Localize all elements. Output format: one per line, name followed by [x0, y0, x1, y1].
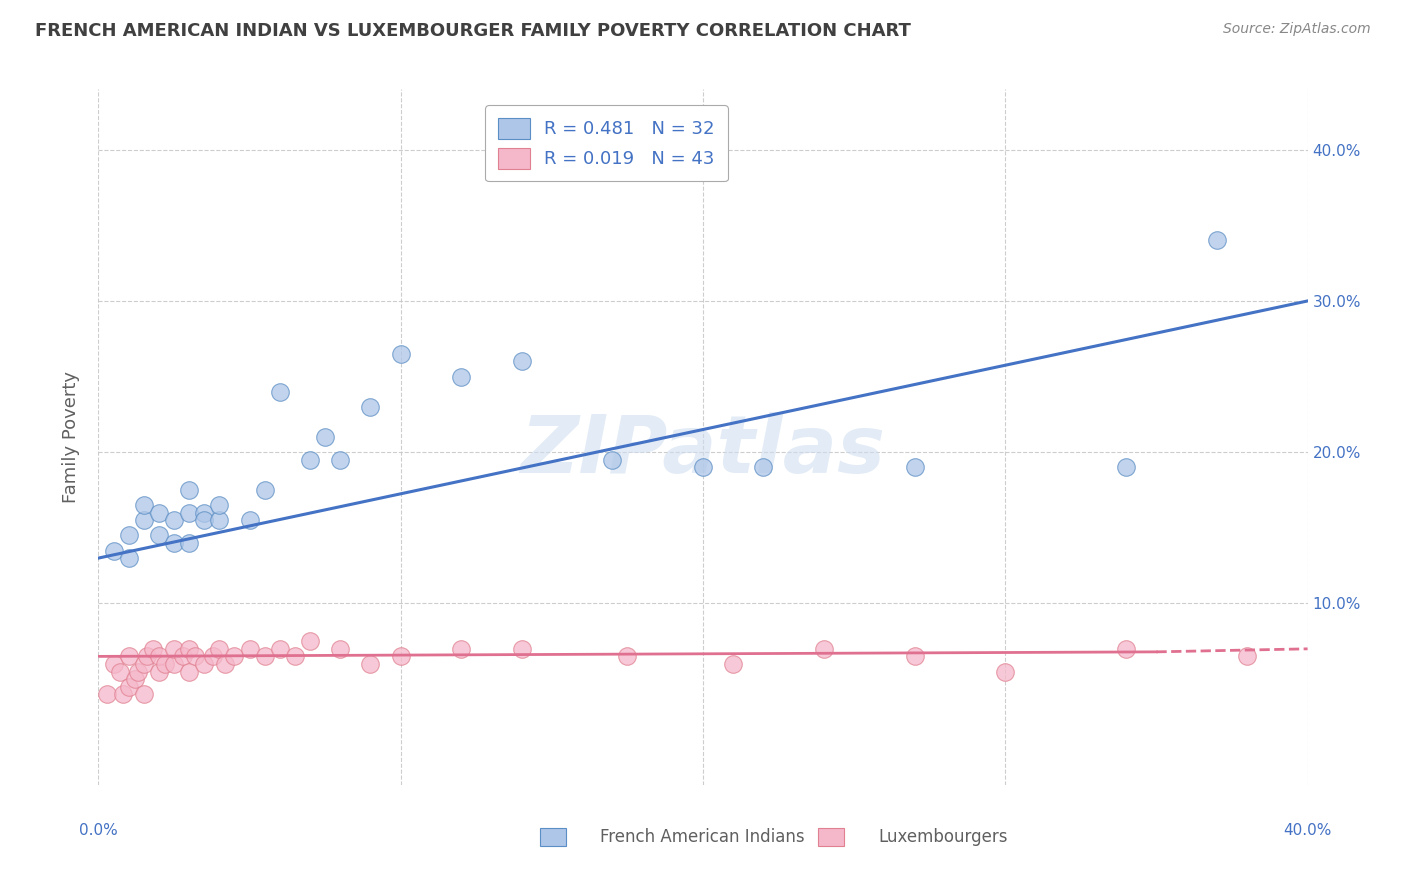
Point	[329, 641, 352, 656]
Point	[103, 657, 125, 671]
Point	[1236, 649, 1258, 664]
Point	[208, 498, 231, 512]
FancyBboxPatch shape	[818, 828, 845, 847]
Point	[179, 506, 201, 520]
Point	[163, 657, 186, 671]
Point	[752, 460, 775, 475]
Point	[193, 506, 215, 520]
Point	[127, 665, 149, 679]
Point	[904, 649, 927, 664]
Point	[148, 506, 170, 520]
Text: Source: ZipAtlas.com: Source: ZipAtlas.com	[1223, 22, 1371, 37]
Point	[132, 657, 155, 671]
Point	[142, 641, 165, 656]
Point	[214, 657, 236, 671]
Point	[118, 680, 141, 694]
Text: 40.0%: 40.0%	[1284, 822, 1331, 838]
Point	[329, 452, 352, 467]
Point	[179, 641, 201, 656]
Point	[1206, 234, 1229, 248]
Point	[1115, 460, 1137, 475]
Point	[172, 649, 194, 664]
Point	[193, 513, 215, 527]
Point	[994, 665, 1017, 679]
Point	[239, 513, 262, 527]
Point	[163, 641, 186, 656]
Text: French American Indians: French American Indians	[600, 828, 804, 847]
Point	[118, 528, 141, 542]
Point	[239, 641, 262, 656]
Point	[208, 513, 231, 527]
Point	[299, 452, 322, 467]
Point	[179, 665, 201, 679]
Point	[163, 536, 186, 550]
Point	[118, 551, 141, 566]
Point	[389, 649, 412, 664]
Point	[124, 672, 146, 686]
Point	[299, 634, 322, 648]
Point	[132, 513, 155, 527]
Text: ZIPatlas: ZIPatlas	[520, 412, 886, 490]
Point	[224, 649, 246, 664]
Point	[692, 460, 714, 475]
Point	[616, 649, 638, 664]
Point	[904, 460, 927, 475]
Point	[450, 369, 472, 384]
Point	[813, 641, 835, 656]
Point	[108, 665, 131, 679]
Point	[723, 657, 745, 671]
Point	[111, 687, 134, 701]
Point	[179, 536, 201, 550]
Point	[163, 513, 186, 527]
Point	[510, 354, 533, 368]
Point	[602, 452, 624, 467]
Point	[148, 649, 170, 664]
Point	[202, 649, 225, 664]
Point	[179, 483, 201, 497]
Point	[450, 641, 472, 656]
Point	[360, 400, 382, 414]
Point	[314, 430, 336, 444]
Point	[184, 649, 207, 664]
Point	[510, 641, 533, 656]
Point	[153, 657, 176, 671]
Point	[135, 649, 157, 664]
Point	[132, 687, 155, 701]
Text: 0.0%: 0.0%	[79, 822, 118, 838]
Text: Luxembourgers: Luxembourgers	[879, 828, 1008, 847]
Point	[193, 657, 215, 671]
Point	[1115, 641, 1137, 656]
Point	[148, 665, 170, 679]
Point	[269, 641, 291, 656]
Point	[148, 528, 170, 542]
Point	[284, 649, 307, 664]
FancyBboxPatch shape	[540, 828, 567, 847]
Text: FRENCH AMERICAN INDIAN VS LUXEMBOURGER FAMILY POVERTY CORRELATION CHART: FRENCH AMERICAN INDIAN VS LUXEMBOURGER F…	[35, 22, 911, 40]
Point	[389, 347, 412, 361]
Point	[253, 649, 276, 664]
Legend: R = 0.481   N = 32, R = 0.019   N = 43: R = 0.481 N = 32, R = 0.019 N = 43	[485, 105, 728, 181]
Point	[269, 384, 291, 399]
Point	[208, 641, 231, 656]
Point	[96, 687, 118, 701]
Y-axis label: Family Poverty: Family Poverty	[62, 371, 80, 503]
Point	[118, 649, 141, 664]
Point	[360, 657, 382, 671]
Point	[103, 543, 125, 558]
Point	[253, 483, 276, 497]
Point	[132, 498, 155, 512]
